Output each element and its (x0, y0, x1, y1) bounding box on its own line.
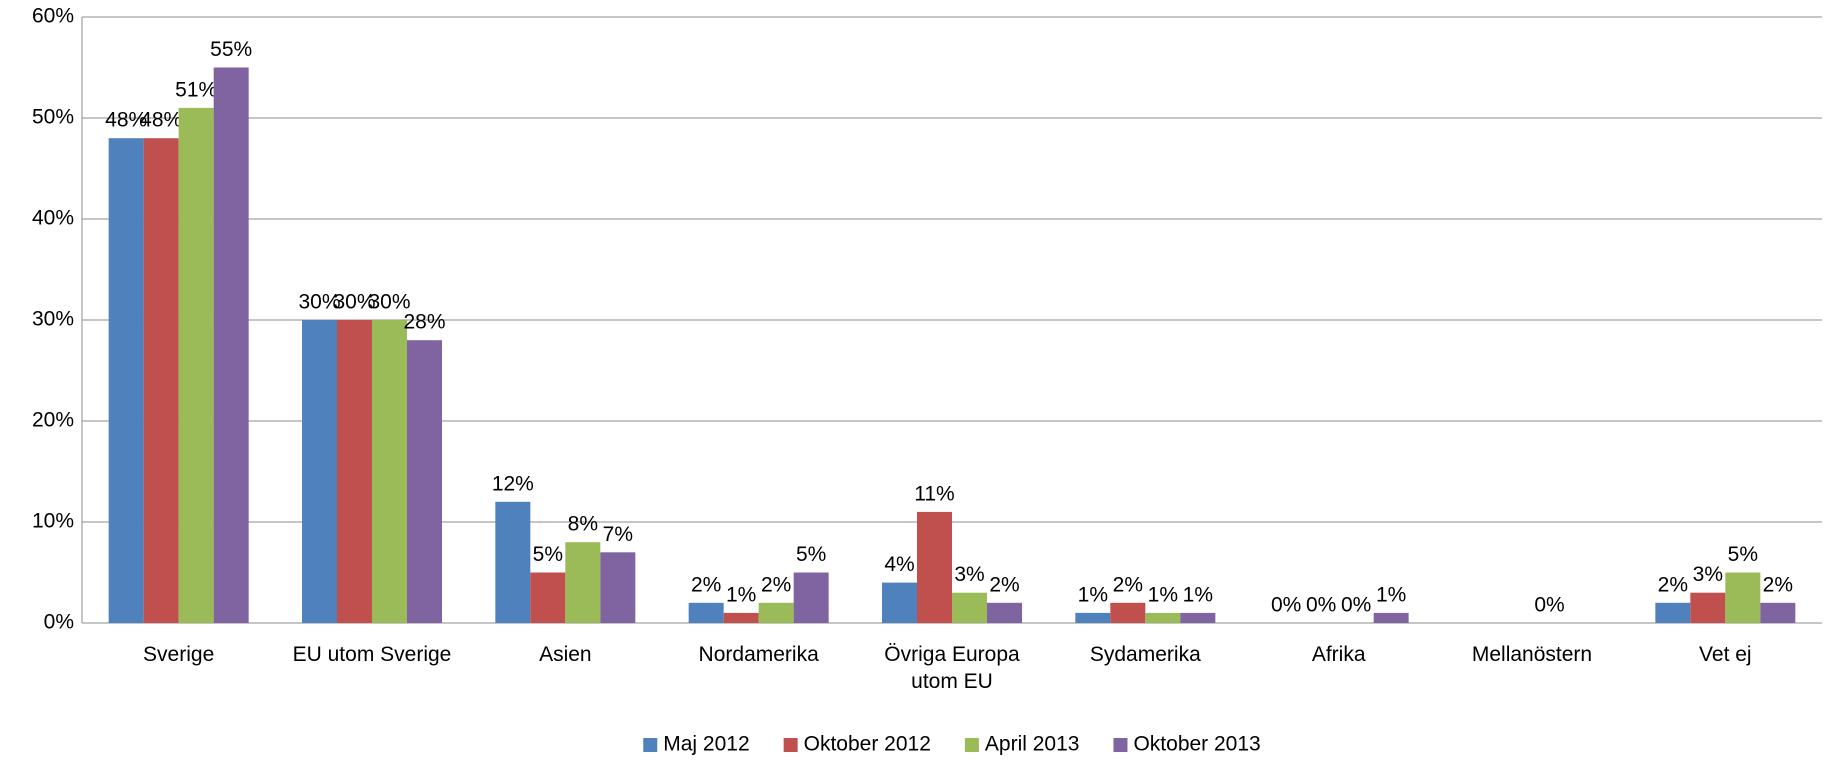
bar (1075, 612, 1111, 623)
value-label: 2% (1658, 573, 1688, 596)
x-tick-label: Mellanöstern (1471, 643, 1593, 666)
value-label: 0% (1534, 594, 1564, 617)
y-tick-label: 40% (32, 207, 74, 230)
value-label: 2% (989, 573, 1019, 596)
value-label: 5% (1728, 543, 1758, 566)
y-tick-label: 10% (32, 510, 74, 533)
bar (143, 138, 179, 623)
bar (1145, 612, 1181, 623)
bar (793, 572, 829, 623)
x-tick-label: Sydamerika (1089, 643, 1201, 666)
value-label: 48% (140, 109, 182, 132)
bar (302, 320, 337, 623)
value-label: 2% (1763, 573, 1793, 596)
bar (530, 572, 566, 623)
bar (407, 340, 442, 623)
legend-label: Oktober 2013 (1133, 733, 1260, 756)
value-label: 30% (333, 291, 375, 314)
y-tick-label: 0% (44, 611, 74, 634)
value-label: 11% (914, 482, 954, 505)
y-tick-label: 60% (32, 5, 74, 28)
value-label: 1% (1183, 583, 1213, 606)
x-tick-label: Sverige (143, 643, 215, 666)
x-tick-label: Afrika (1311, 643, 1366, 666)
value-label: 4% (884, 553, 914, 576)
value-label: 1% (1148, 583, 1178, 606)
value-label: 48% (105, 109, 147, 132)
legend-label: April 2013 (985, 733, 1080, 756)
legend-label: Oktober 2012 (804, 733, 931, 756)
bar (1110, 602, 1146, 623)
x-tick-label: Övriga Europa utom EU (884, 643, 1020, 693)
bar (1725, 572, 1761, 623)
bar (337, 320, 372, 623)
bar (952, 592, 987, 623)
value-label: 1% (1078, 583, 1108, 606)
x-tick-label: Asien (539, 643, 592, 666)
bar (1655, 602, 1691, 623)
bar (213, 67, 249, 623)
bar (600, 552, 636, 623)
value-label: 28% (403, 311, 445, 334)
value-label: 1% (1376, 583, 1406, 606)
bar (108, 138, 144, 623)
bar (917, 511, 952, 623)
value-label: 8% (568, 513, 598, 536)
bar (1690, 592, 1726, 623)
legend-label: Maj 2012 (663, 733, 749, 756)
legend-swatch (643, 738, 658, 752)
value-label: 2% (1113, 573, 1143, 596)
bar (758, 602, 794, 623)
value-label: 30% (298, 291, 340, 314)
bar (688, 602, 724, 623)
y-tick-label: 30% (32, 308, 74, 331)
y-tick-label: 20% (32, 409, 74, 432)
value-label: 5% (533, 543, 563, 566)
value-label: 0% (1306, 594, 1336, 617)
value-label: 2% (761, 573, 791, 596)
legend-swatch (1113, 738, 1128, 752)
value-label: 55% (210, 38, 252, 61)
bar (987, 602, 1022, 623)
bar (372, 320, 407, 623)
value-label: 1% (726, 583, 756, 606)
value-label: 2% (691, 573, 721, 596)
value-label: 3% (1693, 563, 1723, 586)
y-tick-label: 50% (32, 106, 74, 129)
value-label: 12% (492, 472, 534, 495)
value-label: 5% (796, 543, 826, 566)
legend-swatch (783, 738, 798, 752)
bar (1180, 612, 1216, 623)
value-label: 0% (1341, 594, 1371, 617)
value-label: 51% (175, 78, 217, 101)
bar (495, 501, 531, 623)
bar (723, 612, 759, 623)
value-label: 30% (368, 291, 410, 314)
bar (1373, 612, 1409, 623)
bar (178, 107, 214, 623)
bar (565, 542, 601, 623)
bar (882, 582, 917, 623)
x-tick-label: EU utom Sverige (292, 643, 452, 666)
value-label: 3% (954, 563, 984, 586)
x-tick-label: Vet ej (1699, 643, 1752, 666)
bar (1760, 602, 1796, 623)
legend-swatch (964, 738, 979, 752)
value-label: 0% (1271, 594, 1301, 617)
value-label: 7% (603, 523, 633, 546)
x-tick-label: Nordamerika (698, 643, 819, 666)
